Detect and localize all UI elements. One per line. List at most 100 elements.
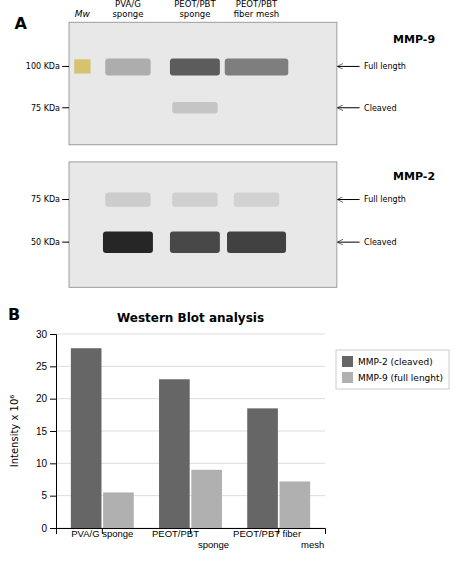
blot-title: MMP-9 (393, 33, 435, 46)
y-tick: 30 (36, 329, 56, 340)
text-line: mesh (301, 539, 324, 550)
x-tick: PVA/G sponge (71, 528, 133, 539)
marker-band (74, 59, 90, 73)
text-line: sponge (112, 9, 143, 19)
x-tick: PEOT/PBTsponge (152, 528, 229, 550)
panel-label: B (8, 305, 20, 324)
band (172, 192, 217, 206)
y-tick-label: 20 (36, 393, 48, 404)
y-tick-mark (50, 399, 56, 400)
panel-label: A (15, 14, 28, 33)
y-tick-mark (50, 496, 56, 497)
y-tick-label: 0 (41, 523, 47, 534)
blot-box (69, 162, 337, 287)
kda-tick (62, 66, 69, 67)
y-tick: 15 (36, 426, 56, 437)
text-line: sponge (179, 9, 210, 19)
mw-label: Mw (75, 9, 91, 19)
bar (71, 348, 102, 528)
band (234, 192, 279, 206)
text-line: sponge (198, 539, 229, 550)
y-axis-line (50, 335, 57, 529)
y-tick: 5 (41, 490, 56, 501)
text-line: fiber mesh (234, 9, 280, 19)
blot-box (69, 22, 337, 145)
y-tick-mark (50, 366, 56, 367)
y-tick-mark (50, 463, 56, 464)
y-tick-mark (50, 431, 56, 432)
arrow (338, 66, 360, 67)
bar (280, 481, 311, 528)
legend-frame (336, 350, 449, 389)
y-tick-label: 15 (36, 426, 48, 437)
text-line: PEOT/PBT (174, 0, 216, 9)
band-label: Cleaved (364, 104, 396, 113)
band (172, 102, 217, 113)
y-tick: 0 (41, 523, 56, 534)
figure: 100 KDa75 KDa75 KDa50 KDaPVA/GspongePEOT… (0, 0, 474, 588)
lane-label: PEOT/PBTfiber mesh (234, 0, 280, 19)
kda-label: 50 KDa (31, 238, 60, 247)
y-tick-label: 30 (36, 329, 48, 340)
y-tick: 25 (36, 361, 56, 372)
band (170, 58, 220, 75)
legend: MMP-2 (cleaved) MMP-9 (full lenght) (336, 350, 449, 389)
legend-swatch (342, 372, 353, 383)
kda-tick (62, 242, 69, 243)
y-tick: 20 (36, 393, 56, 404)
y-tick-mark (50, 528, 56, 529)
band (227, 232, 286, 253)
kda-tick (62, 107, 69, 108)
x-tick-label: PVA/G sponge (71, 528, 133, 539)
kda-label: 75 KDa (31, 195, 60, 204)
band-label: Full length (364, 62, 406, 71)
band (105, 58, 150, 75)
y-axis-title: Intensity x 10⁶ (9, 395, 20, 468)
kda-label: 75 KDa (31, 104, 60, 113)
y-tick: 10 (36, 458, 56, 469)
x-axis: PVA/G spongePEOT/PBTspongePEOT/PBT fiber… (57, 528, 326, 550)
kda-label: 100 KDa (26, 62, 60, 71)
legend-label: MMP-2 (cleaved) (358, 357, 433, 367)
arrow (338, 107, 360, 108)
y-axis: 0 5 10 15 20 25 30 (36, 329, 57, 534)
panel-a: 100 KDa75 KDa75 KDa50 KDaPVA/GspongePEOT… (15, 0, 436, 287)
band-label: Cleaved (364, 238, 396, 247)
band (170, 232, 220, 253)
bar (159, 379, 190, 528)
legend-label: MMP-9 (full lenght) (358, 373, 443, 383)
band (103, 232, 153, 253)
chart-title: Western Blot analysis (117, 311, 264, 325)
y-tick-mark (50, 334, 56, 335)
arrow (338, 199, 360, 200)
y-tick-label: 10 (36, 458, 48, 469)
band-label: Full length (364, 195, 406, 204)
grid (56, 334, 325, 528)
x-tick-label: PEOT/PBTsponge (152, 528, 229, 550)
panel-b: B Western Blot analysis 0 5 10 15 20 25 30 Intens… (8, 305, 449, 550)
band (225, 58, 289, 75)
text-line: PEOT/PBT (236, 0, 278, 9)
lane-label: PEOT/PBTsponge (174, 0, 216, 19)
kda-tick (62, 199, 69, 200)
legend-item: MMP-9 (full lenght) (342, 372, 443, 383)
legend-item: MMP-2 (cleaved) (342, 356, 433, 367)
text-line: PEOT/PBT (152, 528, 199, 539)
bar (103, 492, 134, 528)
text-line: PVA/G sponge (71, 528, 133, 539)
y-tick-label: 5 (41, 490, 47, 501)
text-line: PVA/G (115, 0, 141, 9)
bar (191, 470, 222, 528)
lane-label: PVA/Gsponge (112, 0, 143, 19)
x-tick: PEOT/PBT fibermesh (233, 528, 324, 550)
band (105, 192, 150, 206)
y-tick-label: 25 (36, 361, 48, 372)
blot-title: MMP-2 (393, 170, 435, 183)
text-line: PEOT/PBT fiber (233, 528, 301, 539)
arrow (338, 242, 360, 243)
grid-line (56, 334, 325, 335)
bars (71, 348, 310, 528)
legend-swatch (342, 356, 353, 367)
bar (247, 408, 278, 528)
x-tick-label: PEOT/PBT fibermesh (233, 528, 324, 550)
